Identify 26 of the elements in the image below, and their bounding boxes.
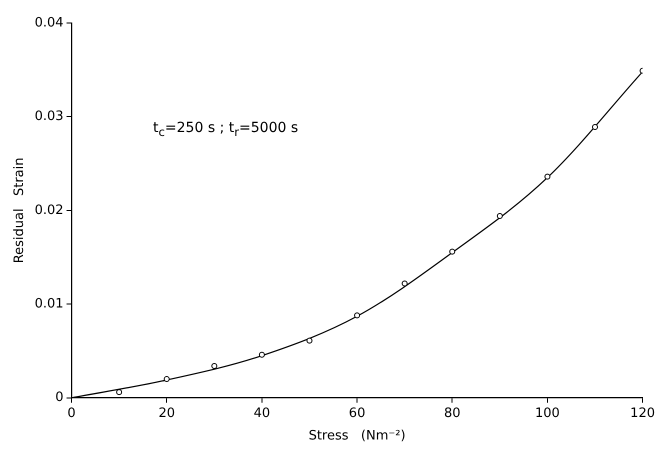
y-tick-label: 0.03 <box>34 109 64 124</box>
y-tick-label: 0.02 <box>34 202 64 218</box>
x-tick-label: 120 <box>630 406 656 421</box>
point <box>164 376 170 382</box>
point <box>211 362 218 369</box>
y-tick-label: 0 <box>55 390 64 406</box>
x-tick-label: 0 <box>67 406 76 421</box>
point <box>496 213 503 220</box>
point <box>402 280 408 286</box>
x-tick-label: 60 <box>348 406 366 421</box>
y-axis-title: Residual Strain <box>12 157 28 264</box>
point <box>354 312 360 318</box>
x-tick-label: 80 <box>444 406 461 421</box>
annotation: t$_{c}$=250 s ; t$_{r}$=5000 s <box>153 120 298 139</box>
x-tick-label: 20 <box>158 406 175 421</box>
y-tick-label: 0.04 <box>34 15 64 30</box>
y-tick-label: 0.01 <box>34 296 64 312</box>
point <box>306 338 312 344</box>
point <box>258 352 265 358</box>
point <box>116 389 122 396</box>
x-axis-title: Stress (Nm⁻²) <box>308 428 406 444</box>
point <box>449 248 456 255</box>
point <box>544 174 550 180</box>
point <box>592 124 598 130</box>
x-tick-label: 100 <box>535 406 560 421</box>
x-tick-label: 40 <box>254 406 270 421</box>
